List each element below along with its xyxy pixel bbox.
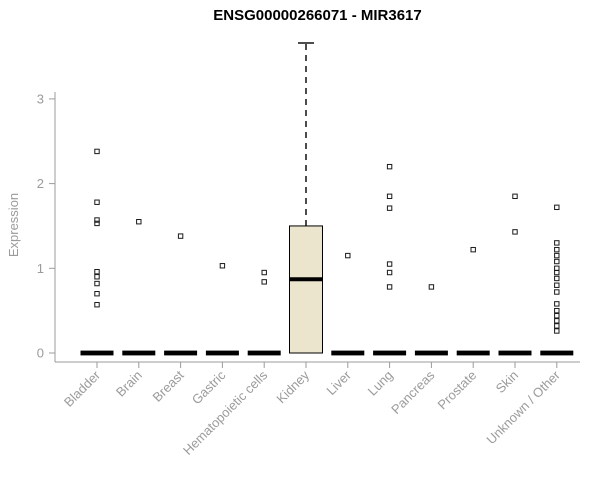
outlier-point	[554, 313, 560, 319]
boxplot-lung: Lung	[365, 163, 407, 399]
median-line	[414, 350, 448, 356]
outlier-point	[386, 205, 393, 211]
median-line	[498, 350, 532, 356]
outlier-point	[554, 204, 560, 211]
x-tick-label: Gastric	[189, 367, 229, 407]
outlier-point	[554, 289, 560, 295]
x-tick-label: Brain	[113, 368, 145, 400]
boxplot-skin: Skin	[493, 193, 532, 396]
outlier-point	[554, 323, 560, 329]
outlier-point	[470, 246, 476, 253]
x-tick-label: Unknown / Other	[483, 367, 563, 447]
outlier-point	[94, 291, 100, 297]
outlier-point	[554, 275, 560, 282]
y-tick-label: 0	[37, 346, 44, 361]
median-line	[373, 350, 407, 356]
outlier-point	[386, 193, 393, 200]
outlier-point	[261, 279, 267, 285]
outlier-point	[94, 302, 100, 308]
outlier-point	[219, 263, 226, 269]
median-line	[164, 350, 198, 356]
outlier-point	[261, 269, 267, 276]
outlier-point	[94, 220, 100, 227]
outlier-point	[386, 261, 393, 267]
y-tick-label: 1	[37, 261, 44, 276]
outlier-point	[345, 252, 351, 259]
boxplot-brain: Brain	[113, 219, 156, 400]
outlier-point	[554, 318, 560, 324]
y-tick-label: 2	[37, 176, 44, 191]
x-tick-label: Breast	[150, 367, 187, 404]
outlier-point	[554, 282, 560, 288]
outlier-point	[512, 193, 518, 200]
outlier-point	[177, 233, 184, 239]
y-axis: 0 1 2 3	[37, 91, 56, 362]
outlier-point	[428, 284, 435, 290]
boxplot-breast: Breast	[150, 233, 198, 405]
boxplot-bladder: Bladder	[61, 148, 114, 410]
outlier-point	[94, 280, 100, 287]
boxplot-gastric: Gastric	[189, 263, 239, 407]
median-line	[80, 350, 114, 356]
median-line	[540, 350, 574, 356]
outlier-point	[554, 301, 560, 307]
outlier-point	[94, 148, 100, 155]
outlier-point	[94, 217, 100, 223]
outlier-point	[136, 219, 142, 225]
median-line	[205, 350, 239, 356]
outlier-point	[554, 328, 560, 334]
x-tick-label: Pancreas	[388, 367, 438, 417]
outlier-point	[386, 269, 393, 276]
outlier-point	[554, 240, 560, 246]
x-tick-label: Liver	[323, 367, 354, 398]
outlier-point	[94, 268, 100, 275]
y-tick-label: 3	[37, 91, 44, 106]
outlier-point	[386, 284, 393, 290]
x-tick-label: Kidney	[273, 367, 312, 406]
outlier-point	[94, 199, 100, 205]
chart-title: ENSG00000266071 - MIR3617	[213, 7, 422, 24]
x-tick-label: Lung	[365, 368, 396, 399]
median-line	[331, 350, 365, 356]
outlier-point	[512, 229, 518, 235]
iqr-box	[289, 225, 323, 354]
outlier-point	[554, 246, 560, 253]
outlier-point	[386, 163, 393, 170]
median-line	[122, 350, 156, 356]
boxplot-liver: Liver	[323, 252, 365, 398]
x-tick-label: Skin	[493, 368, 521, 396]
boxplot-hematopoietic-cells: Hematopoietic cells	[180, 269, 281, 458]
boxplot-prostate: Prostate	[434, 246, 490, 413]
outlier-point	[554, 307, 560, 314]
median-line	[456, 350, 490, 356]
outlier-point	[554, 269, 560, 276]
outlier-point	[94, 274, 100, 280]
outlier-point	[554, 252, 560, 259]
x-tick-label: Prostate	[434, 368, 479, 413]
boxplot-unknown-other: Unknown / Other	[483, 204, 574, 447]
boxplot-kidney: Kidney	[273, 42, 323, 406]
outlier-point	[554, 258, 560, 265]
median-line	[247, 350, 281, 356]
x-tick-label: Bladder	[61, 367, 104, 410]
